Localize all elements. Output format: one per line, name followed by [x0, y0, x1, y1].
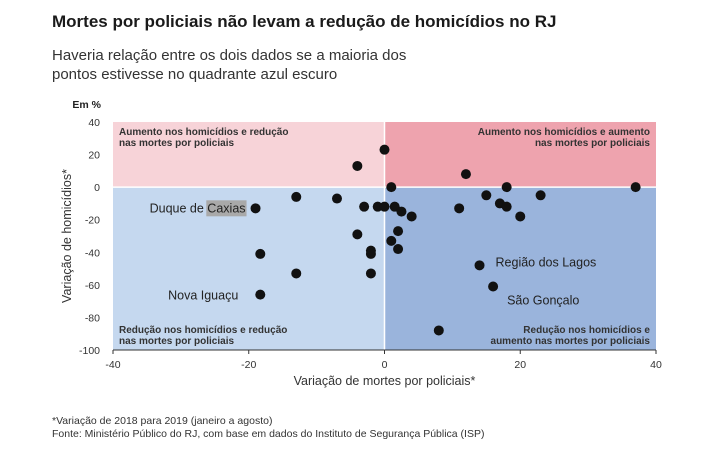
- city-label-highlight: [206, 200, 247, 217]
- chart-subtitle: Haveria relação entre os dois dados se a…: [52, 47, 407, 83]
- chart-axes: -40 -20 0 20 40 40 20 0 -20 -40 -60 -80 -100 Em % Vari…: [60, 99, 662, 388]
- y-tick-label: -100: [79, 345, 100, 357]
- x-axis-title: Variação de mortes por policiais*: [294, 374, 476, 388]
- city-label: Região dos Lagos: [496, 255, 597, 269]
- data-point: [488, 281, 499, 292]
- city-label: Nova Iguaçu: [168, 289, 238, 303]
- data-point: [396, 206, 407, 217]
- y-tick-label: 20: [88, 150, 100, 162]
- data-point: [454, 203, 465, 214]
- data-point: [291, 268, 302, 279]
- data-point: [352, 160, 363, 171]
- x-tick-label: 20: [514, 359, 526, 371]
- data-point: [393, 244, 404, 255]
- data-point: [515, 211, 526, 222]
- data-point: [365, 268, 376, 279]
- data-point: [359, 201, 370, 212]
- quadrant-bottom-left: [113, 187, 385, 350]
- data-point: [393, 226, 404, 237]
- data-point: [250, 203, 261, 214]
- x-tick-label: 0: [382, 359, 388, 371]
- quadrant-label-top-left: nas mortes por policiais: [119, 138, 234, 149]
- quadrant-label-top-right: nas mortes por policiais: [535, 138, 650, 149]
- data-points: [250, 144, 641, 336]
- data-point: [379, 201, 390, 212]
- y-tick-label: -20: [85, 215, 100, 227]
- data-point: [474, 260, 485, 271]
- quadrant-label-bottom-left: nas mortes por policiais: [119, 336, 234, 347]
- data-point: [379, 144, 390, 155]
- city-labels: Duque de Caxias Nova Iguaçu Região dos Lag…: [150, 200, 597, 307]
- data-point: [501, 182, 512, 193]
- data-point: [481, 190, 492, 201]
- data-point: [630, 182, 641, 193]
- footnote-note: *Variação de 2018 para 2019 (janeiro a a…: [52, 415, 273, 427]
- quadrant-label-bottom-left: Redução nos homicídios e redução: [119, 325, 287, 336]
- data-point: [460, 169, 471, 180]
- quadrant-backgrounds: [113, 122, 656, 350]
- y-tick-label: 40: [88, 117, 100, 129]
- data-point: [433, 325, 444, 336]
- data-point: [255, 248, 266, 259]
- data-point: [255, 289, 266, 300]
- chart-title: Mortes por policiais não levam a redução…: [52, 12, 557, 31]
- y-tick-label: -60: [85, 280, 100, 292]
- footnote: *Variação de 2018 para 2019 (janeiro a a…: [52, 415, 484, 441]
- x-tick-label: -20: [241, 359, 256, 371]
- quadrant-top-left: [113, 122, 385, 188]
- data-point: [386, 182, 397, 193]
- data-point: [331, 193, 342, 204]
- data-point: [535, 190, 546, 201]
- quadrant-label-top-right: Aumento nos homicídios e aumento: [478, 127, 650, 138]
- data-point: [386, 235, 397, 246]
- y-axis-title: Variação de homicídios*: [60, 169, 74, 303]
- data-point: [406, 211, 417, 222]
- x-tick-label: 40: [650, 359, 662, 371]
- quadrant-top-right: [384, 122, 656, 188]
- city-label: São Gonçalo: [507, 293, 579, 307]
- unit-label: Em %: [72, 99, 101, 111]
- data-point: [352, 229, 363, 240]
- x-tick-label: -40: [105, 359, 120, 371]
- y-tick-label: -80: [85, 312, 100, 324]
- quadrant-label-bottom-right: aumento nas mortes por policiais: [491, 336, 651, 347]
- city-label: Duque de Caxias: [150, 201, 246, 215]
- quadrant-label-top-left: Aumento nos homicídios e redução: [119, 127, 288, 138]
- quadrant-label-bottom-right: Redução nos homicídios e: [523, 325, 650, 336]
- y-tick-label: -40: [85, 247, 100, 259]
- y-tick-label: 0: [94, 182, 100, 194]
- footnote-source: Fonte: Ministério Público do RJ, com bas…: [52, 428, 485, 440]
- data-point: [501, 201, 512, 212]
- data-point: [291, 191, 302, 202]
- data-point: [365, 248, 376, 259]
